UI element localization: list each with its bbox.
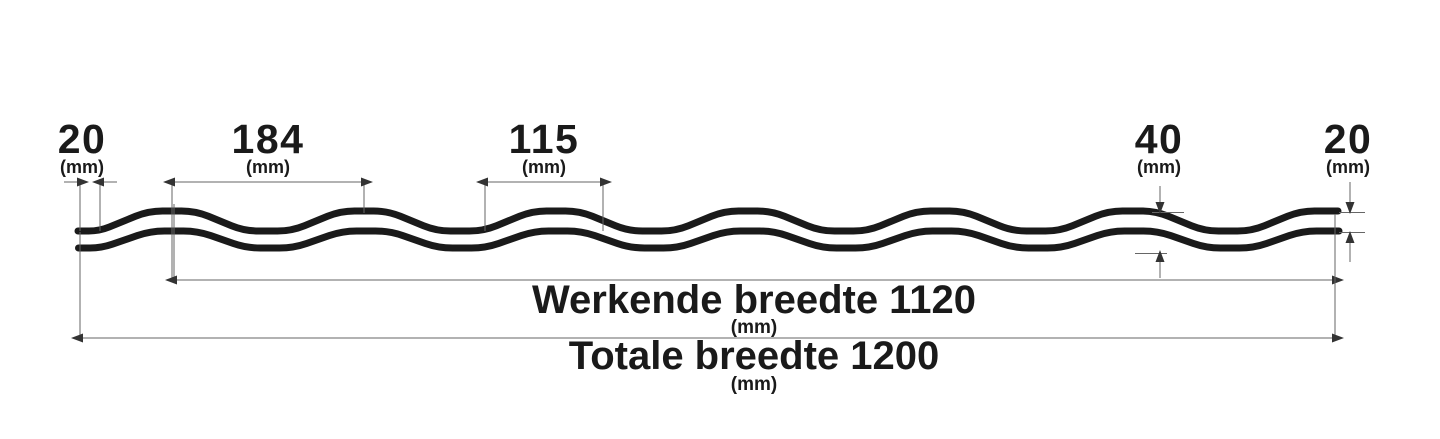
svg-text:20: 20 bbox=[58, 116, 107, 162]
svg-text:(mm): (mm) bbox=[1137, 157, 1181, 177]
svg-text:(mm): (mm) bbox=[731, 374, 777, 395]
svg-text:(mm): (mm) bbox=[246, 157, 290, 177]
svg-text:(mm): (mm) bbox=[60, 157, 104, 177]
svg-text:40: 40 bbox=[1135, 116, 1184, 162]
svg-text:Totale breedte 1200: Totale breedte 1200 bbox=[569, 334, 940, 378]
svg-text:(mm): (mm) bbox=[522, 157, 566, 177]
svg-text:Werkende breedte 1120: Werkende breedte 1120 bbox=[532, 278, 976, 322]
svg-text:20: 20 bbox=[1324, 116, 1373, 162]
svg-text:(mm): (mm) bbox=[1326, 157, 1370, 177]
svg-text:184: 184 bbox=[232, 116, 305, 162]
svg-text:115: 115 bbox=[509, 116, 580, 162]
